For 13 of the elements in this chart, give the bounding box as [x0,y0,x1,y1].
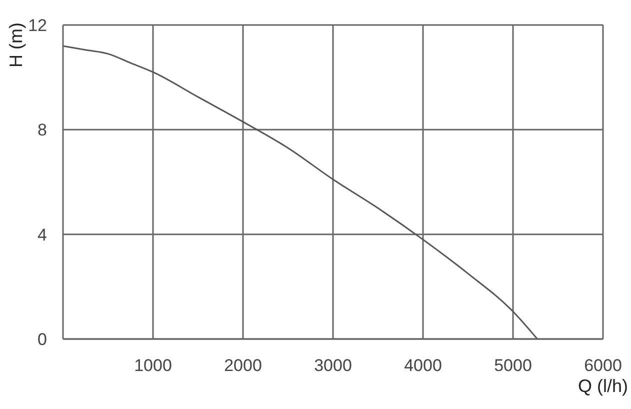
x-tick-label: 2000 [224,356,262,376]
y-tick-label: 4 [38,225,47,244]
x-tick-label: 1000 [134,356,172,376]
y-tick-label: 0 [38,330,47,350]
y-tick-label: 12 [28,16,47,36]
x-tick-label: 5000 [494,356,532,376]
x-axis-title: Q (l/h) [578,376,628,396]
line-series [63,45,538,339]
y-axis-title: H (m) [6,22,26,68]
x-tick-label: 3000 [314,356,352,376]
y-tick-label: 8 [38,120,47,140]
x-tick-label: 4000 [404,356,442,376]
x-tick-label: 6000 [584,356,622,376]
